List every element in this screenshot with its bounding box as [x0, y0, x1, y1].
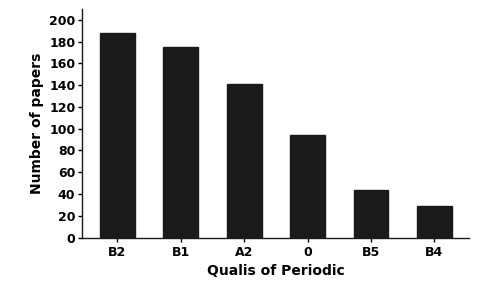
- Bar: [163, 47, 198, 238]
- Bar: [290, 135, 325, 238]
- Bar: [417, 206, 452, 238]
- Bar: [100, 33, 135, 238]
- Y-axis label: Number of papers: Number of papers: [30, 53, 44, 194]
- Bar: [354, 190, 389, 238]
- Bar: [227, 84, 262, 238]
- X-axis label: Qualis of Periodic: Qualis of Periodic: [207, 265, 345, 279]
